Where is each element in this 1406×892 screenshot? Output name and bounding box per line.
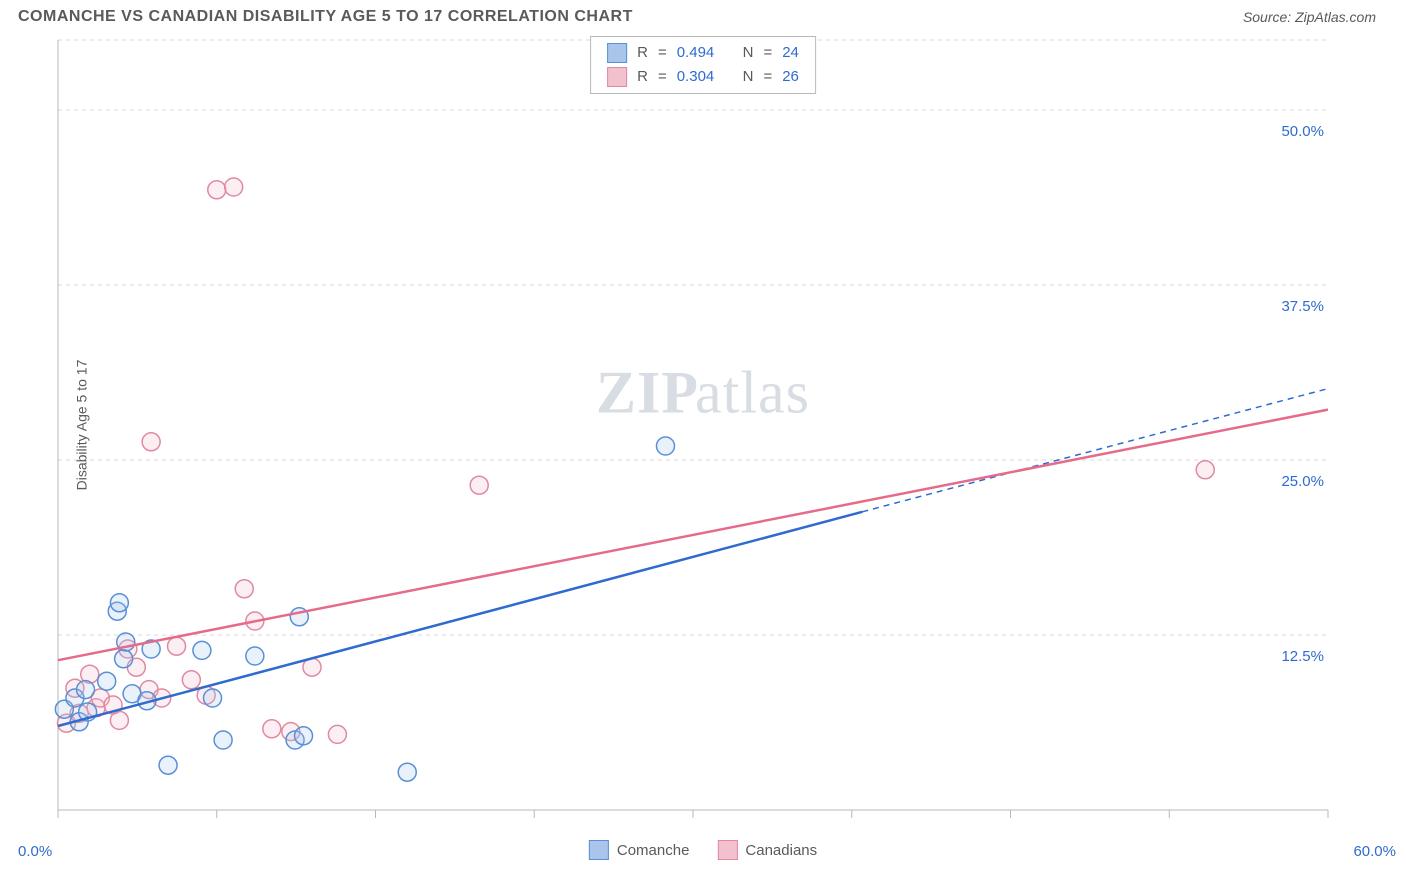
r-value: 0.494 <box>677 41 715 65</box>
n-value: 24 <box>782 41 799 65</box>
legend-item-comanche: Comanche <box>589 840 690 860</box>
n-label: N <box>743 41 754 65</box>
legend-row-comanche: R = 0.494 N = 24 <box>607 41 799 65</box>
legend-swatch-comanche <box>589 840 609 860</box>
svg-text:37.5%: 37.5% <box>1281 298 1324 315</box>
legend-swatch-canadians <box>607 67 627 87</box>
source-prefix: Source: <box>1243 9 1295 25</box>
chart-header: COMANCHE VS CANADIAN DISABILITY AGE 5 TO… <box>0 0 1406 30</box>
svg-text:25.0%: 25.0% <box>1281 473 1324 490</box>
chart-container: Disability Age 5 to 17 R = 0.494 N = 24 … <box>18 30 1388 820</box>
equals-sign: = <box>658 41 667 65</box>
n-label: N <box>743 65 754 89</box>
equals-sign: = <box>658 65 667 89</box>
r-label: R <box>637 41 648 65</box>
n-value: 26 <box>782 65 799 89</box>
legend-swatch-canadians <box>717 840 737 860</box>
legend-label: Comanche <box>617 842 690 859</box>
svg-text:50.0%: 50.0% <box>1281 123 1324 140</box>
series-legend: Comanche Canadians <box>589 840 817 860</box>
legend-label: Canadians <box>745 842 817 859</box>
y-axis-label: Disability Age 5 to 17 <box>73 360 89 491</box>
scatter-chart: 12.5% 25.0% 37.5% 50.0% <box>18 30 1338 820</box>
equals-sign: = <box>763 41 772 65</box>
x-axis-start-label: 0.0% <box>18 843 52 860</box>
r-value: 0.304 <box>677 65 715 89</box>
source-attribution: Source: ZipAtlas.com <box>1243 9 1376 25</box>
legend-item-canadians: Canadians <box>717 840 817 860</box>
r-label: R <box>637 65 648 89</box>
legend-swatch-comanche <box>607 43 627 63</box>
chart-title: COMANCHE VS CANADIAN DISABILITY AGE 5 TO… <box>18 8 633 26</box>
source-name: ZipAtlas.com <box>1295 9 1376 25</box>
correlation-legend: R = 0.494 N = 24 R = 0.304 N = 26 <box>590 36 816 94</box>
svg-text:12.5%: 12.5% <box>1281 648 1324 665</box>
legend-row-canadians: R = 0.304 N = 26 <box>607 65 799 89</box>
x-axis-end-label: 60.0% <box>1353 843 1396 860</box>
equals-sign: = <box>763 65 772 89</box>
